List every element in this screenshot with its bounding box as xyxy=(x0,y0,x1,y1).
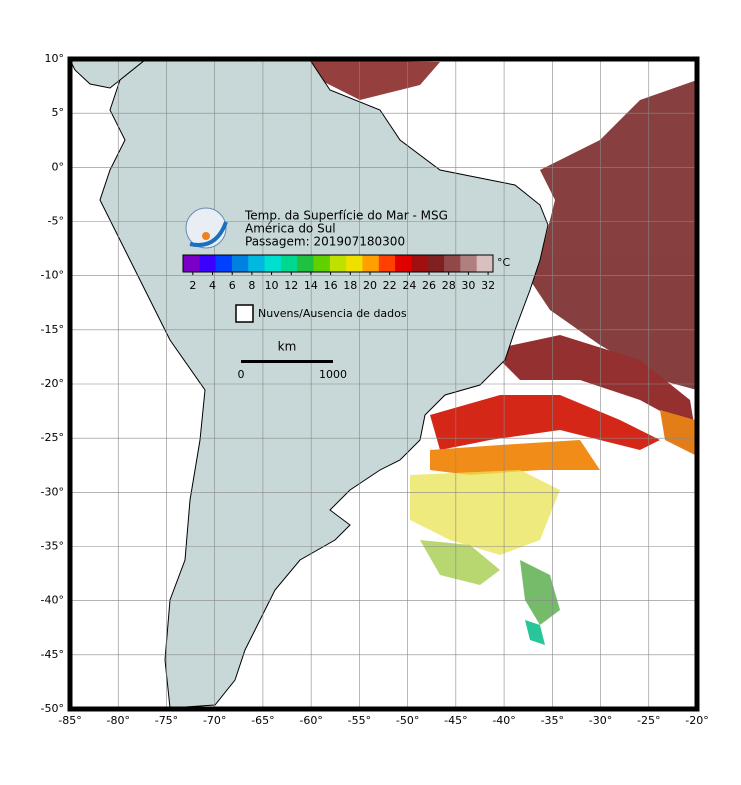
legend-swatch xyxy=(235,304,254,323)
sst-patch xyxy=(430,440,600,475)
x-tick-label: -25° xyxy=(637,714,660,727)
sst-patches xyxy=(310,60,697,645)
sst-patch xyxy=(530,80,697,390)
colorbar-segment xyxy=(427,255,445,272)
colorbar-tick-label: 4 xyxy=(209,279,216,292)
y-tick-label: -20° xyxy=(41,377,64,390)
y-tick-label: -25° xyxy=(41,431,64,444)
colorbar-tick-label: 18 xyxy=(343,279,357,292)
x-tick-label: -80° xyxy=(106,714,129,727)
y-tick-label: -40° xyxy=(41,594,64,607)
colorbar-tick-label: 2 xyxy=(189,279,196,292)
colorbar-segment xyxy=(476,255,494,272)
colorbar-segment xyxy=(329,255,347,272)
x-tick-label: -35° xyxy=(541,714,564,727)
colorbar-segment xyxy=(460,255,478,272)
colorbar-segment xyxy=(346,255,363,272)
colorbar-tick-label: 22 xyxy=(383,279,397,292)
colorbar-segment xyxy=(378,255,396,272)
colorbar-tick-label: 6 xyxy=(229,279,236,292)
colorbar-tick-label: 12 xyxy=(284,279,298,292)
colorbar-tick-label: 26 xyxy=(422,279,436,292)
colorbar-tick-label: 8 xyxy=(248,279,255,292)
colorbar-tick-label: 28 xyxy=(442,279,456,292)
y-tick-label: 5° xyxy=(52,106,65,119)
colorbar-tick-label: 10 xyxy=(265,279,279,292)
title: Temp. da Superfície do Mar - MSG xyxy=(244,209,448,223)
colorbar-segment xyxy=(231,255,249,272)
scale-end: 1000 xyxy=(319,368,347,381)
map-frame xyxy=(67,56,700,712)
colorbar-tick-label: 14 xyxy=(304,279,318,292)
x-tick-label: -85° xyxy=(58,714,81,727)
y-tick-label: 0° xyxy=(52,160,65,173)
sst-patch xyxy=(430,395,660,450)
sst-patch xyxy=(410,470,560,555)
y-tick-label: -10° xyxy=(41,269,64,282)
y-tick-label: -5° xyxy=(48,215,64,228)
colorbar-segment xyxy=(313,255,331,272)
x-tick-label: -30° xyxy=(589,714,612,727)
logo xyxy=(185,207,228,249)
sst-patch xyxy=(525,620,545,645)
sst-patch xyxy=(420,540,500,585)
logo-arrow xyxy=(189,221,228,247)
logo-dot xyxy=(202,232,210,240)
x-tick-label: -45° xyxy=(444,714,467,727)
x-tick-label: -55° xyxy=(348,714,371,727)
y-tick-label: 10° xyxy=(45,52,65,65)
colorbar-segment xyxy=(362,255,380,272)
y-tick-label: -35° xyxy=(41,540,64,553)
x-tick-label: -70° xyxy=(203,714,226,727)
colorbar-segment xyxy=(264,255,282,272)
region: América do Sul xyxy=(245,222,336,236)
colorbar-segment xyxy=(215,255,233,272)
colorbar-segment xyxy=(183,255,200,272)
colorbar-segment xyxy=(199,255,217,272)
colorbar-tick-label: 32 xyxy=(481,279,495,292)
scale-start: 0 xyxy=(238,368,245,381)
y-tick-label: -50° xyxy=(41,702,64,715)
sst-patch xyxy=(520,560,560,625)
x-tick-label: -65° xyxy=(251,714,274,727)
colorbar-segment xyxy=(280,255,298,272)
colorbar-tick-label: 20 xyxy=(363,279,377,292)
scale-bar xyxy=(241,360,333,363)
colorbar-unit: °C xyxy=(497,256,511,269)
colorbar-tick-label: 16 xyxy=(324,279,338,292)
colorbar-tick-label: 24 xyxy=(402,279,416,292)
x-tick-label: -20° xyxy=(685,714,708,727)
colorbar-segment xyxy=(395,255,412,272)
scale-unit: km xyxy=(278,340,297,354)
x-tick-label: -50° xyxy=(396,714,419,727)
y-tick-label: -15° xyxy=(41,323,64,336)
sst-patch xyxy=(490,335,695,430)
colorbar-segment xyxy=(248,255,266,272)
sst-patch xyxy=(660,410,695,455)
colorbar-frame xyxy=(182,254,494,273)
y-tick-label: -30° xyxy=(41,485,64,498)
colorbar-segment xyxy=(411,255,429,272)
x-tick-label: -40° xyxy=(492,714,515,727)
colorbar-tick-label: 30 xyxy=(461,279,475,292)
x-tick-label: -60° xyxy=(299,714,322,727)
colorbar: 2 4 6 8 10 12 14 16 18 20 22 24 26 28 30 32 xyxy=(182,254,495,292)
pass: Passagem: 201907180300 xyxy=(245,235,405,249)
colorbar-segment xyxy=(444,255,461,272)
legend-label: Nuvens/Ausencia de dados xyxy=(258,307,407,320)
y-tick-label: -45° xyxy=(41,648,64,661)
grid xyxy=(69,58,698,710)
x-tick-label: -75° xyxy=(155,714,178,727)
colorbar-segment xyxy=(297,255,315,272)
